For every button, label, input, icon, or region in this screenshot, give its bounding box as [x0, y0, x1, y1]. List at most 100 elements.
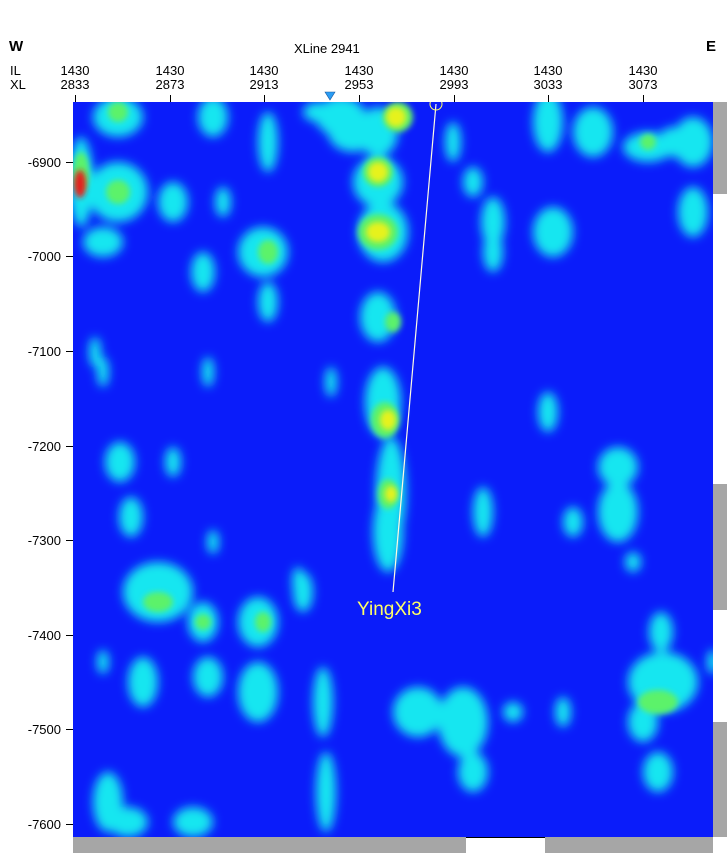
right-scroll-area[interactable]: [713, 484, 727, 610]
amplitude-anomaly: [360, 292, 396, 342]
amplitude-anomaly: [207, 530, 219, 554]
amplitude-anomaly: [481, 197, 505, 247]
il-row-label: IL: [10, 63, 21, 78]
amplitude-anomaly: [393, 687, 443, 737]
amplitude-map: [73, 102, 713, 837]
top-tick-label: 1430 2913: [249, 63, 279, 92]
amplitude-anomaly: [533, 102, 563, 152]
amplitude-anomaly: [328, 112, 378, 152]
xl-row-label: XL: [10, 77, 26, 92]
amplitude-anomaly: [658, 127, 688, 157]
depth-tick-label: -7300: [27, 533, 61, 548]
amplitude-anomaly: [707, 650, 713, 674]
amplitude-anomaly: [195, 614, 211, 630]
amplitude-anomaly: [198, 102, 228, 137]
amplitude-anomaly: [438, 687, 488, 757]
top-tick-label: 1430 3033: [533, 63, 563, 92]
top-tick-label: 1430 2833: [60, 63, 90, 92]
amplitude-anomaly: [563, 507, 583, 537]
seismic-section-plot[interactable]: YingXi3: [73, 102, 713, 837]
amplitude-anomaly: [165, 447, 181, 477]
amplitude-anomaly: [673, 117, 713, 167]
well-label: YingXi3: [357, 599, 422, 620]
amplitude-anomaly: [128, 657, 158, 707]
top-axis-ticks: [75, 91, 644, 102]
west-label: W: [9, 38, 24, 55]
amplitude-anomaly: [97, 357, 109, 387]
depth-tick-label: -7600: [27, 817, 61, 832]
well-head-icon[interactable]: [429, 102, 443, 111]
depth-tick-label: -7500: [27, 722, 61, 737]
amplitude-anomaly: [625, 552, 641, 572]
amplitude-anomaly: [463, 167, 483, 197]
amplitude-anomaly: [74, 170, 86, 198]
amplitude-anomaly: [649, 612, 673, 652]
amplitude-anomaly: [503, 702, 523, 722]
amplitude-anomaly: [255, 612, 271, 632]
amplitude-anomaly: [538, 392, 558, 432]
amplitude-anomaly: [108, 102, 128, 122]
amplitude-anomaly: [158, 182, 188, 222]
amplitude-anomaly: [385, 486, 397, 502]
bottom-scroll-area[interactable]: [73, 837, 466, 853]
amplitude-anomaly: [573, 107, 613, 157]
amplitude-anomaly: [202, 357, 214, 387]
amplitude-anomaly: [108, 807, 148, 837]
amplitude-anomaly: [380, 410, 396, 430]
amplitude-anomaly: [97, 650, 109, 674]
amplitude-anomaly: [533, 207, 573, 257]
amplitude-anomaly: [106, 180, 130, 204]
amplitude-anomaly: [105, 442, 135, 482]
right-scroll-area[interactable]: [713, 722, 727, 837]
bottom-scroll-area[interactable]: [545, 837, 713, 853]
amplitude-anomaly: [368, 162, 388, 182]
amplitude-anomaly: [258, 112, 278, 172]
depth-tick-label: -6900: [27, 155, 61, 170]
amplitude-anomaly: [258, 282, 278, 322]
amplitude-anomaly: [173, 807, 213, 837]
amplitude-anomaly: [191, 252, 215, 292]
amplitude-anomaly: [373, 492, 403, 572]
amplitude-anomaly: [89, 337, 101, 367]
amplitude-anomaly: [215, 187, 231, 217]
amplitude-anomaly: [303, 102, 333, 122]
amplitude-anomaly: [366, 222, 390, 242]
amplitude-anomaly: [258, 240, 278, 264]
depth-tick-label: -7100: [27, 344, 61, 359]
amplitude-anomaly: [445, 122, 461, 162]
amplitude-anomaly: [119, 497, 143, 537]
right-scroll-area[interactable]: [713, 102, 727, 194]
amplitude-anomaly: [193, 657, 223, 697]
depth-tick-label: -7000: [27, 249, 61, 264]
depth-axis-ticks: [66, 162, 73, 825]
amplitude-anomaly: [313, 667, 333, 737]
depth-tick-label: -7400: [27, 628, 61, 643]
amplitude-anomaly: [458, 752, 488, 792]
amplitude-anomaly: [238, 662, 278, 722]
top-tick-label: 1430 2953: [344, 63, 374, 92]
top-tick-label: 1430 3073: [628, 63, 658, 92]
scroll-thumb[interactable]: [466, 837, 545, 853]
depth-tick-label: -7200: [27, 439, 61, 454]
amplitude-anomaly: [293, 572, 313, 612]
amplitude-anomaly: [678, 187, 708, 237]
east-label: E: [706, 38, 717, 55]
amplitude-anomaly: [598, 482, 638, 542]
amplitude-anomaly: [385, 312, 401, 332]
top-tick-label: 1430 2993: [439, 63, 469, 92]
amplitude-anomaly: [638, 690, 678, 714]
amplitude-anomaly: [643, 752, 673, 792]
amplitude-anomaly: [325, 367, 337, 397]
amplitude-anomaly: [473, 487, 493, 537]
amplitude-anomaly: [83, 227, 123, 257]
amplitude-anomaly: [483, 232, 503, 272]
amplitude-anomaly: [386, 107, 406, 127]
section-marker-icon[interactable]: [324, 91, 336, 101]
amplitude-anomaly: [316, 752, 336, 832]
well-path[interactable]: [392, 103, 437, 593]
amplitude-anomaly: [640, 134, 656, 150]
amplitude-anomaly: [598, 447, 638, 487]
section-title: XLine 2941: [294, 41, 360, 56]
top-tick-label: 1430 2873: [155, 63, 185, 92]
amplitude-anomaly: [555, 697, 571, 727]
